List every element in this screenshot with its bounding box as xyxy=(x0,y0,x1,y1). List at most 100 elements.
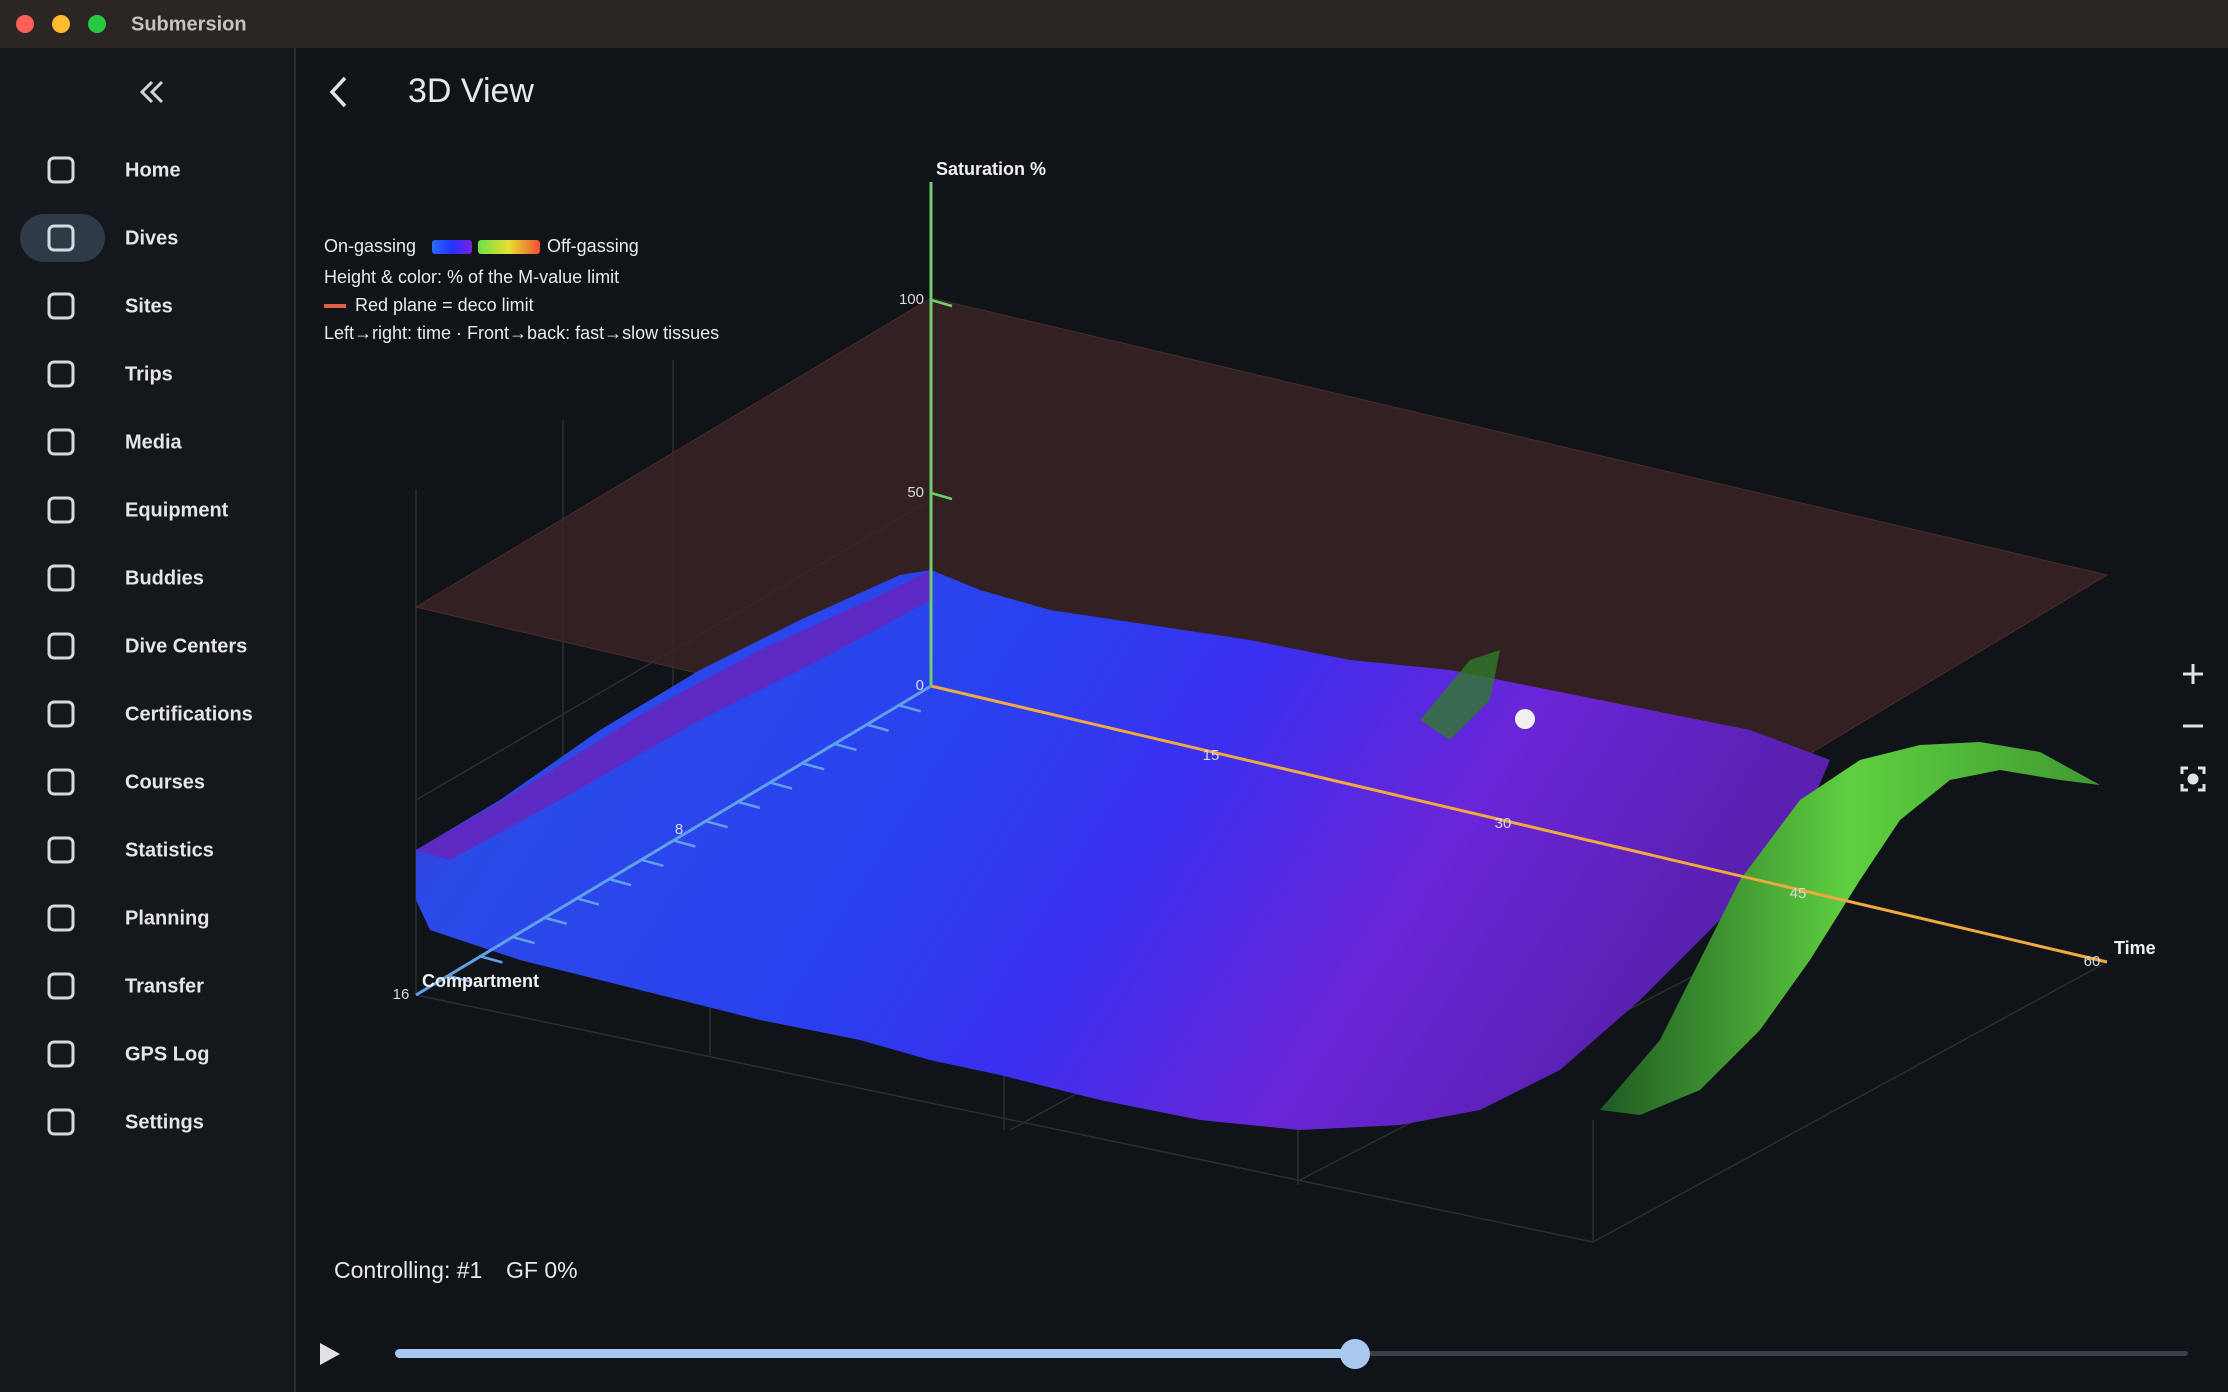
legend-plane-note: Red plane = deco limit xyxy=(355,295,534,315)
legend-direction-note: Left→right: time · Front→back: fast→slow… xyxy=(324,323,719,343)
nav-label: Dive Centers xyxy=(125,635,247,657)
nav-icon xyxy=(47,632,75,660)
nav-item[interactable]: Equipment xyxy=(47,496,229,524)
tick-mark xyxy=(737,800,761,810)
nav-item[interactable]: Sites xyxy=(47,292,173,320)
nav-item[interactable]: Home xyxy=(47,156,181,184)
nav-item[interactable]: Settings xyxy=(47,1108,204,1136)
surface-green-patch xyxy=(1420,650,1500,740)
tick-mark xyxy=(898,704,922,713)
zoom-button[interactable] xyxy=(88,15,106,33)
nav-label: Home xyxy=(125,159,181,181)
nav-label: Transfer xyxy=(125,975,204,997)
tick-mark xyxy=(801,762,825,771)
compartment-tick-marks xyxy=(447,704,922,983)
legend-off-gassing: Off-gassing xyxy=(547,236,639,256)
nav-item[interactable]: Media xyxy=(47,428,183,456)
tick-mark xyxy=(866,723,889,732)
saturation-tick-marks xyxy=(930,298,953,501)
axis-tick-labels: 100 50 0 15 30 45 60 8 16 xyxy=(393,291,2101,1003)
nav-item[interactable]: Trips xyxy=(47,360,173,388)
nav-icon xyxy=(47,1040,75,1068)
nav-icon xyxy=(47,1108,75,1136)
nav-icon xyxy=(47,904,75,932)
nav-icon xyxy=(47,496,75,524)
window-title: Submersion xyxy=(131,13,247,35)
nav-icon xyxy=(47,360,75,388)
time-axis-label: Time xyxy=(2114,938,2156,958)
close-button[interactable] xyxy=(16,15,34,33)
nav-label: Equipment xyxy=(125,499,229,521)
on-gassing-swatch xyxy=(432,240,472,254)
nav-label: Planning xyxy=(125,907,209,929)
tick-mark xyxy=(608,877,632,887)
nav-item[interactable]: Courses xyxy=(47,768,205,796)
nav-icon xyxy=(47,224,75,252)
saturation-tick-label: 100 xyxy=(899,291,924,308)
tick-mark xyxy=(640,858,664,868)
nav-icon xyxy=(47,156,75,184)
nav-item[interactable]: GPS Log xyxy=(47,1040,209,1068)
tick-mark xyxy=(447,974,471,983)
plane-swatch xyxy=(324,304,346,308)
minimize-button[interactable] xyxy=(52,15,70,33)
time-tick-label: 45 xyxy=(1790,885,1807,902)
nav-item[interactable]: Transfer xyxy=(47,972,204,1000)
saturation-axis-label: Saturation % xyxy=(936,159,1046,179)
timeline-thumb[interactable] xyxy=(1340,1339,1370,1369)
zoom-in-button[interactable] xyxy=(2183,664,2203,684)
surface-back-ridge xyxy=(416,570,931,860)
collapse-button[interactable] xyxy=(139,80,164,104)
nav-icon xyxy=(47,836,75,864)
page-title: 3D View xyxy=(408,72,534,110)
compartment-axis-label: Compartment xyxy=(422,971,539,991)
tick-mark xyxy=(544,916,568,925)
gradient-factor: GF 0% xyxy=(506,1257,578,1283)
fit-view-button[interactable] xyxy=(2180,766,2206,792)
legend-on-gassing: On-gassing xyxy=(324,236,416,256)
tick-mark xyxy=(769,781,793,790)
tick-mark xyxy=(834,742,857,752)
tick-mark xyxy=(705,819,729,829)
time-axis xyxy=(930,684,2108,964)
nav-item[interactable]: Statistics xyxy=(47,836,214,864)
nav-label: Courses xyxy=(125,771,205,793)
nav-label: Certifications xyxy=(125,703,253,725)
tick-mark xyxy=(480,955,503,964)
legend-height-note: Height & color: % of the M-value limit xyxy=(324,267,619,287)
nav-icon xyxy=(47,564,75,592)
tick-mark xyxy=(576,897,600,906)
cursor-marker[interactable] xyxy=(1515,709,1535,729)
time-tick-label: 15 xyxy=(1203,747,1220,764)
play-button[interactable] xyxy=(320,1343,340,1365)
nav-item[interactable]: Dives xyxy=(20,214,178,262)
tick-mark xyxy=(673,839,696,848)
nav-label: Trips xyxy=(125,363,173,385)
nav-item[interactable]: Buddies xyxy=(47,564,204,592)
timeline-progress xyxy=(395,1349,1355,1358)
nav-label: Sites xyxy=(125,295,173,317)
saturation-tick-label: 50 xyxy=(907,484,924,501)
off-gassing-swatch xyxy=(478,240,540,254)
nav-selected-pill xyxy=(20,214,105,262)
nav-label: Settings xyxy=(125,1111,204,1133)
nav-icon xyxy=(47,292,75,320)
nav-icon xyxy=(47,428,75,456)
time-tick-label: 30 xyxy=(1495,815,1512,832)
compartment-tick-label: 16 xyxy=(393,986,410,1003)
saturation-tick-label: 0 xyxy=(916,677,924,694)
back-button[interactable] xyxy=(329,76,347,108)
nav-label: GPS Log xyxy=(125,1043,209,1065)
nav-label: Buddies xyxy=(125,567,204,589)
nav-item[interactable]: Certifications xyxy=(47,700,253,728)
offgassing-surface xyxy=(1600,742,2100,1115)
nav-label: Statistics xyxy=(125,839,214,861)
controlling-compartment: Controlling: #1 xyxy=(334,1257,482,1283)
tick-mark xyxy=(512,935,535,945)
nav-item[interactable]: Dive Centers xyxy=(47,632,247,660)
nav-item[interactable]: Planning xyxy=(47,904,209,932)
nav-icon xyxy=(47,768,75,796)
nav-label: Media xyxy=(125,431,183,453)
compartment-tick-label: 8 xyxy=(675,821,683,838)
